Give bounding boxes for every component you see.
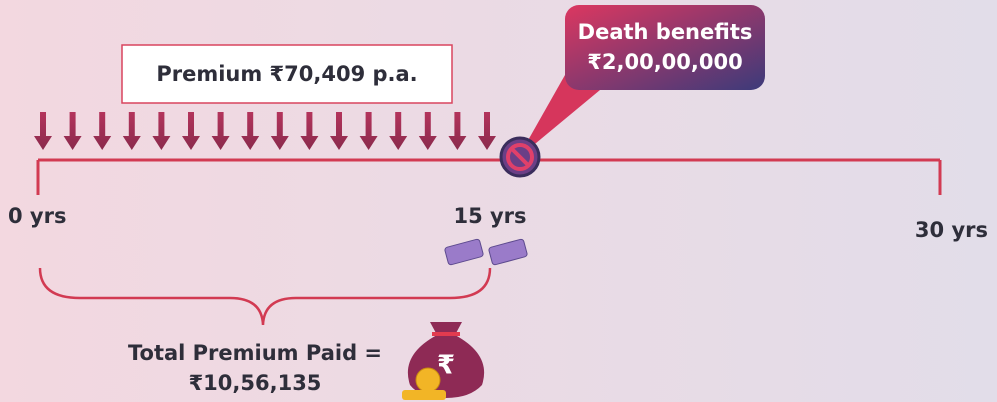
death-benefit-bubble xyxy=(565,5,765,90)
death-benefit-amount: ₹2,00,00,000 xyxy=(587,50,742,74)
total-premium-title: Total Premium Paid = xyxy=(128,341,382,365)
year-label: 30 yrs xyxy=(915,218,988,242)
year-label: 0 yrs xyxy=(8,204,66,228)
stop-icon xyxy=(501,138,539,176)
premium-text: Premium ₹70,409 p.a. xyxy=(156,62,417,86)
diagram: Premium ₹70,409 p.a. Death benefits ₹2,0… xyxy=(0,0,997,402)
death-benefit-title: Death benefits xyxy=(578,20,753,44)
total-premium-amount: ₹10,56,135 xyxy=(189,371,322,395)
year-label: 15 yrs xyxy=(453,204,526,228)
